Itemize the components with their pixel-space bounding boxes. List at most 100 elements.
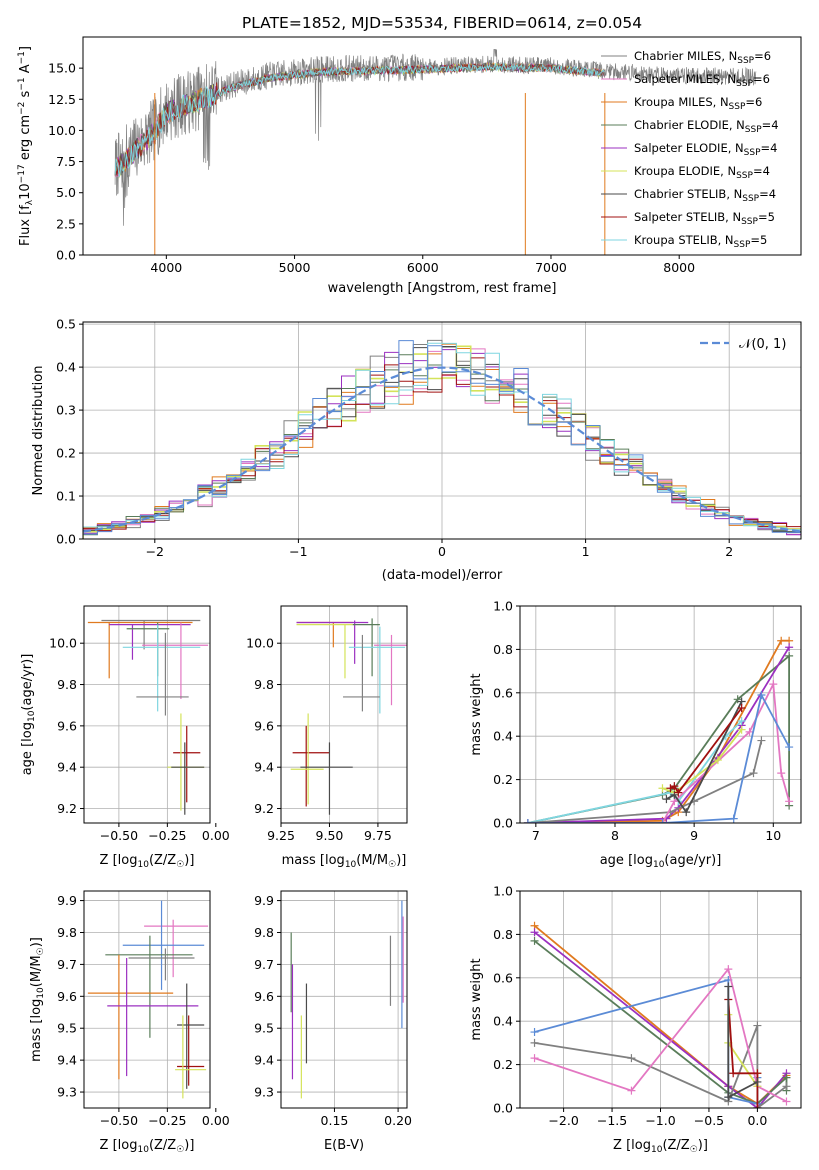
marker-plus	[737, 725, 746, 734]
label-part: 10	[653, 860, 665, 870]
y-tick-label: 0.4	[493, 1014, 513, 1029]
y-tick-label: 0.2	[493, 1057, 513, 1072]
y-tick-label: 9.2	[254, 801, 274, 816]
label-part: mass [log	[282, 853, 345, 868]
label-part: SSP	[736, 171, 753, 181]
mass-weight-vs-Z-panel: −2.0 −1.5 −1.0 −0.5 0.0 0.0 0.2 0.4 0.6 0.8 1.0 mas…	[469, 884, 802, 1155]
label-part: =6	[754, 49, 771, 63]
residuals-panel: −2 −1 0 1 2 0.0 0.1 0.2 0.3 0.4 0.5 (data-model)/er…	[31, 317, 802, 583]
label-part: Z [log	[100, 853, 138, 868]
label-part: (Z/Z	[662, 1138, 689, 1153]
y-tick-label: 9.8	[57, 677, 77, 692]
label-part: Kroupa MILES, N	[634, 95, 729, 109]
label-part: =5	[750, 233, 767, 247]
x-tick-label: −0.5	[694, 1113, 724, 1128]
x-axis-label: Z [log10(Z/Z☉)]	[100, 853, 195, 870]
x-tick-label: 0.20	[384, 1113, 412, 1128]
axes-frame	[280, 890, 408, 1109]
x-axis-label: mass [log10(M/M☉)]	[282, 853, 407, 870]
mass-weight-line	[527, 692, 790, 823]
marker-plus	[530, 1038, 539, 1047]
label-part: 10	[137, 1145, 149, 1155]
x-tick-label: 1	[582, 544, 590, 559]
plot-area	[84, 606, 210, 823]
marker-plus	[777, 636, 786, 645]
marker-plus	[724, 1093, 733, 1102]
label-part: (Z/Z	[149, 853, 176, 868]
label-part: ☉	[176, 1145, 184, 1155]
x-tick-label: −1	[289, 544, 307, 559]
y-tick-label: 0.4	[493, 729, 513, 744]
marker-plus	[753, 1077, 762, 1086]
y-axis-label: mass weight	[469, 958, 484, 1040]
mass-weight-line	[665, 701, 743, 814]
legend: Chabrier MILES, NSSP=6 Salpeter MILES, N S…	[601, 49, 779, 250]
y-tick-label: 1.0	[493, 599, 513, 614]
label-part: =4	[753, 164, 770, 178]
label-part: Salpeter MILES, N	[634, 72, 736, 86]
marker-plus	[745, 727, 754, 736]
label-part: Kroupa STELIB, N	[634, 233, 734, 247]
y-tick-label: 0.0	[56, 532, 76, 547]
legend-entry: Kroupa STELIB, NSSP=5	[634, 233, 767, 250]
label-part: Kroupa ELODIE, N	[634, 164, 736, 178]
label-part: SSP	[734, 240, 751, 250]
y-tick-label: 0.8	[493, 927, 513, 942]
marker-plus	[753, 1021, 762, 1030]
plot-area	[114, 49, 757, 255]
y-tick-label: 0.8	[493, 642, 513, 657]
legend-entry: Salpeter ELODIE, NSSP=4	[634, 141, 777, 158]
x-axis-label: Z [log10(Z/Z☉)]	[100, 1138, 195, 1155]
y-tick-label: 9.9	[254, 893, 274, 908]
plot-area	[281, 891, 407, 1108]
y-tick-label: 0.0	[56, 248, 76, 263]
y-tick-label: 0.2	[56, 446, 76, 461]
mass-weight-vs-age-panel: 7 8 9 10 0.0 0.2 0.4 0.6 0.8 1.0 mass weight age [l…	[469, 599, 802, 870]
x-tick-label: 9.75	[364, 828, 392, 843]
axes-frame	[83, 890, 211, 1109]
label-part: −2	[17, 102, 27, 115]
label-part: Salpeter STELIB, N	[634, 210, 741, 224]
plot-area	[84, 891, 210, 1108]
label-part: ☉	[690, 1145, 698, 1155]
label-part: ☉	[176, 860, 184, 870]
x-axis-label: wavelength [Angstrom, rest frame]	[328, 281, 557, 296]
label-part: Chabrier ELODIE, N	[634, 118, 745, 132]
label-part: SSP	[741, 217, 758, 227]
x-tick-label: 0	[438, 544, 446, 559]
y-tick-label: 0.2	[493, 772, 513, 787]
mass-vs-Z-panel: −0.50 −0.25 0.00 9.3 9.4 9.5 9.6 9.7 9.8 9.9 Z [lo…	[29, 890, 230, 1155]
mass-vs-EBV-panel: 0.15 0.20 9.3 9.4 9.5 9.6 9.7 9.8 9.9 E(B-V)	[254, 890, 412, 1153]
label-part: Z [log	[100, 1138, 138, 1153]
label-part: )]	[396, 853, 406, 868]
label-part: erg cm	[18, 115, 33, 164]
legend-entry: Chabrier MILES, NSSP=6	[634, 49, 771, 66]
marker-plus	[737, 717, 746, 726]
label-part: 10	[137, 860, 149, 870]
legend-entry: Kroupa MILES, NSSP=6	[634, 95, 762, 112]
x-tick-label: 9	[690, 828, 698, 843]
label-part: −17	[17, 164, 27, 183]
marker-plus	[753, 1069, 762, 1078]
label-part: 10	[27, 710, 37, 722]
x-tick-label: −0.25	[148, 828, 186, 843]
y-tick-label: 0.6	[493, 685, 513, 700]
y-axis-label: Flux [fλ10−17 erg cm−2 s−1 A−1]	[17, 46, 35, 246]
y-tick-label: 9.7	[57, 957, 77, 972]
label-part: 10	[36, 987, 46, 999]
x-tick-label: 0.15	[321, 1113, 349, 1128]
spectrum-panel: 4000 5000 6000 7000 8000 0.0 2.5 5.0 7.5 10.0 12.5…	[17, 36, 802, 296]
label-part: age [log	[20, 722, 35, 775]
marker-plus	[662, 795, 671, 804]
residual-histogram	[83, 340, 801, 539]
y-tick-label: 12.5	[48, 92, 76, 107]
y-tick-label: 9.2	[57, 801, 77, 816]
label-part: (age/yr)]	[20, 654, 35, 711]
y-tick-label: 9.6	[57, 989, 77, 1004]
mass-weight-line	[727, 999, 759, 1108]
label-part: (M/M	[356, 853, 388, 868]
x-tick-label: −0.50	[100, 1113, 138, 1128]
label-part: =4	[761, 141, 778, 155]
x-tick-label: −0.25	[148, 1113, 186, 1128]
x-tick-label: −2	[146, 544, 164, 559]
